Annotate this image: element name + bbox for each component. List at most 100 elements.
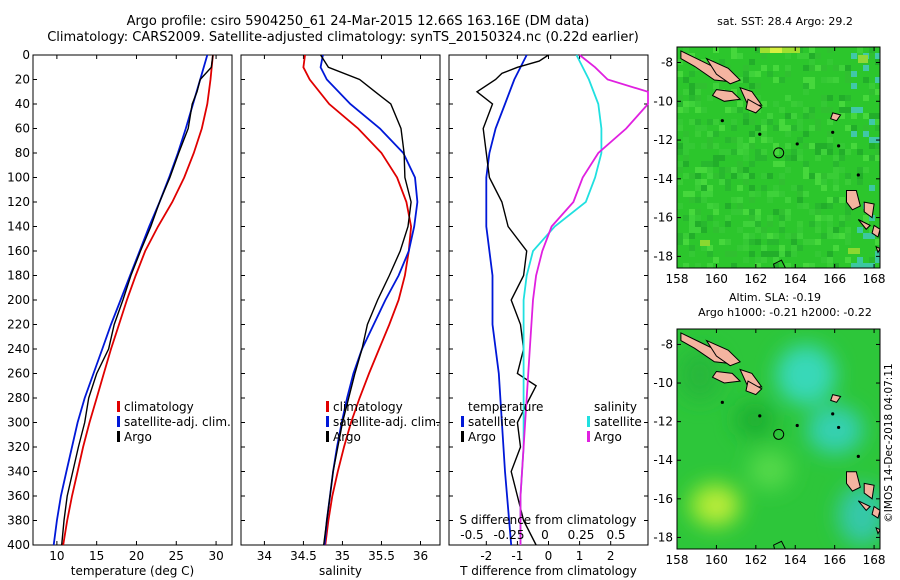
sst-pixel	[797, 53, 803, 59]
sst-pixel	[839, 143, 845, 149]
sst-pixel	[737, 107, 743, 113]
map-x-tick-label: 164	[784, 272, 807, 286]
sst-pixel	[677, 95, 683, 101]
legend-label: satellite	[468, 415, 516, 429]
sst-pixel	[683, 173, 689, 179]
sst-pixel	[743, 143, 749, 149]
sst-pixel	[791, 233, 797, 239]
sst-pixel	[677, 101, 683, 107]
sst-pixel	[707, 215, 713, 221]
sst-pixel	[707, 191, 713, 197]
sst-pixel	[779, 209, 785, 215]
sst-pixel	[815, 119, 821, 125]
figure-title-line2: Climatology: CARS2009. Satellite-adjuste…	[47, 30, 639, 45]
sst-pixel	[761, 65, 767, 71]
x-tick-label: 20	[129, 549, 144, 563]
sst-pixel	[683, 239, 689, 245]
sst-pixel	[701, 245, 707, 251]
sst-pixel	[779, 221, 785, 227]
sst-pixel	[701, 167, 707, 173]
legend-title: salinity	[594, 400, 637, 414]
sst-pixel	[827, 119, 833, 125]
sst-pixel	[677, 203, 683, 209]
sst-pixel	[785, 209, 791, 215]
sst-pixel	[773, 161, 779, 167]
sst-pixel	[803, 143, 809, 149]
sst-pixel	[707, 245, 713, 251]
sst-pixel	[803, 191, 809, 197]
top-x-tick-label: 0.5	[606, 528, 625, 542]
sst-pixel	[833, 185, 839, 191]
landmass-outline	[773, 540, 786, 549]
sst-pixel	[737, 245, 743, 251]
sst-pixel	[737, 53, 743, 59]
series-line-satsal	[519, 54, 603, 545]
y-tick-label: 20	[15, 73, 30, 87]
sst-pixel	[863, 233, 869, 239]
sst-pixel	[731, 251, 737, 257]
sst-pixel	[713, 143, 719, 149]
sst-pixel	[839, 233, 845, 239]
map-y-tick-label: -18	[653, 530, 673, 544]
landmass	[857, 500, 871, 512]
sst-pixel	[815, 179, 821, 185]
sst-pixel	[689, 209, 695, 215]
sla-anomaly	[776, 345, 836, 405]
sst-pixel	[845, 227, 851, 233]
map-x-tick-label: 162	[744, 272, 767, 286]
sst-pixel	[689, 233, 695, 239]
sst-pixel	[797, 191, 803, 197]
sst-pixel	[761, 125, 767, 131]
sst-pixel	[857, 227, 863, 233]
sst-pixel	[737, 149, 743, 155]
sst-pixel	[803, 167, 809, 173]
y-tick-label: 60	[15, 122, 30, 136]
sst-pixel	[803, 89, 809, 95]
sla-land	[680, 332, 880, 549]
sst-pixel	[761, 233, 767, 239]
sst-pixel	[719, 125, 725, 131]
sst-pixel	[785, 263, 791, 268]
sst-pixel	[821, 143, 827, 149]
series-line-clim	[302, 54, 413, 546]
y-tick-label: 240	[7, 342, 30, 356]
sst-pixel	[755, 149, 761, 155]
sst-pixel	[845, 215, 851, 221]
sst-pixel	[707, 161, 713, 167]
series-line-argo	[61, 54, 214, 546]
legend-swatch	[117, 431, 120, 442]
sst-pixel	[683, 143, 689, 149]
sst-pixel	[731, 209, 737, 215]
sst-pixel	[743, 119, 749, 125]
sst-pixel	[863, 125, 869, 131]
sst-pixel	[689, 221, 695, 227]
sst-pixel	[875, 119, 880, 125]
legend-swatch	[461, 431, 464, 442]
sst-pixel	[689, 197, 695, 203]
legend-swatch	[326, 416, 329, 427]
sst-pixel	[700, 240, 710, 246]
sst-pixel	[785, 143, 791, 149]
top-x-tick-label: -0.25	[493, 528, 524, 542]
islet	[831, 130, 835, 134]
landmass	[711, 89, 742, 102]
legend-label: Argo	[333, 430, 361, 444]
sst-pixel	[695, 173, 701, 179]
sst-pixel	[809, 125, 815, 131]
sst-pixel	[695, 131, 701, 137]
landmass	[739, 86, 763, 106]
map-x-tick-label: 160	[705, 553, 728, 567]
sst-pixel	[731, 47, 737, 53]
sst-pixel	[713, 221, 719, 227]
landmass	[875, 245, 880, 254]
sst-pixel	[815, 221, 821, 227]
sst-pixel	[707, 143, 713, 149]
sst-pixel	[725, 149, 731, 155]
sst-pixel	[845, 179, 851, 185]
landmass	[745, 98, 763, 114]
sst-pixel	[767, 173, 773, 179]
sst-pixel	[785, 131, 791, 137]
sla-anomaly	[748, 450, 792, 490]
sst-pixel	[749, 215, 755, 221]
sst-pixel	[713, 119, 719, 125]
